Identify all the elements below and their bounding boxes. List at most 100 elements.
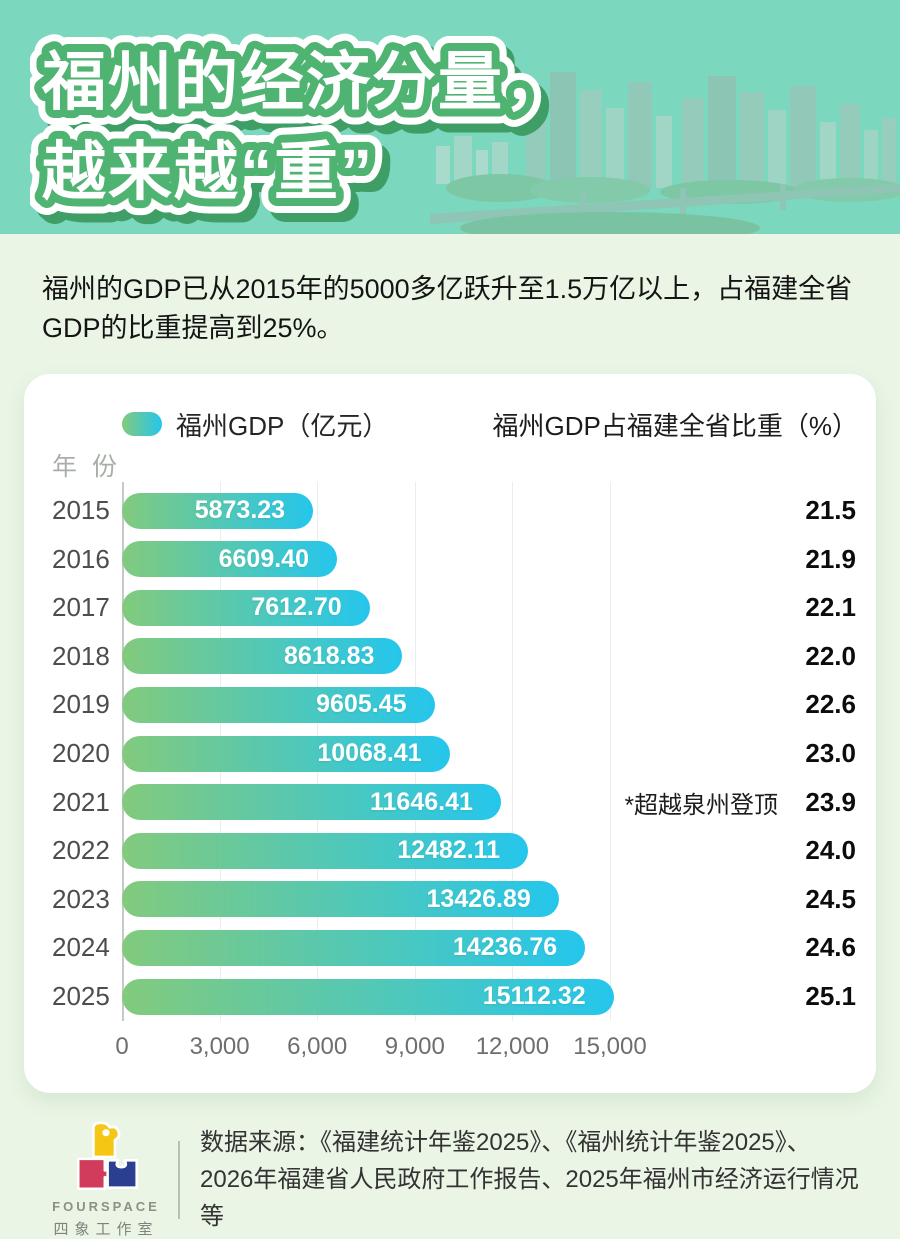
gdp-bar: 15112.32 [122, 978, 614, 1015]
year-label: 2021 [52, 786, 110, 817]
title-shadow-line2: 越来越“重” [50, 145, 382, 217]
bar-track: 11646.41 [122, 784, 622, 821]
chart-row: 2020 10068.41 23.0 [52, 729, 860, 778]
page-title: 福州的经济分量， 越来越“重” 福州的经济分量， 越来越“重” 福州的经济分量，… [30, 31, 591, 232]
gdp-value-label: 7612.70 [251, 593, 342, 622]
chart-row: 2018 8618.83 22.0 [52, 632, 860, 681]
row-right: 21.9 [622, 544, 860, 575]
year-label: 2024 [52, 932, 110, 963]
chart-header-row: 福州GDP（亿元） 福州GDP占福建全省比重（%） [52, 406, 860, 443]
bar-track: 10068.41 [122, 735, 622, 772]
pct-value-label: 21.9 [805, 543, 856, 574]
footer-divider [178, 1140, 180, 1219]
row-right: 21.5 [622, 495, 860, 526]
secondary-axis-header: 福州GDP占福建全省比重（%） [492, 410, 858, 441]
row-right: 22.6 [622, 689, 860, 720]
header-banner: 福州的经济分量， 越来越“重” 福州的经济分量， 越来越“重” 福州的经济分量，… [0, 0, 900, 234]
gdp-bar: 9605.45 [122, 686, 435, 723]
gdp-value-label: 13426.89 [426, 884, 531, 913]
row-right: 23.0 [622, 738, 860, 769]
row-right: 24.0 [622, 835, 860, 866]
row-right: 22.1 [622, 592, 860, 623]
data-source-text: 数据来源：《福建统计年鉴2025》、《福州统计年鉴2025》、2026年福建省人… [200, 1129, 859, 1231]
chart-row: 2019 9605.45 22.6 [52, 681, 860, 730]
title-outline-line1: 福州的经济分量， [41, 46, 570, 118]
chart-row: 2025 15112.32 25.1 [52, 972, 860, 1021]
pct-value-label: 23.0 [805, 738, 856, 769]
bar-track: 8618.83 [122, 638, 622, 675]
title-plate-line2: 越来越“重” [42, 136, 374, 208]
chart-row: 2021 11646.41 *超越泉州登顶 23.9 [52, 778, 860, 827]
gdp-value-label: 12482.11 [397, 836, 501, 865]
pct-value-label: 24.0 [805, 835, 856, 866]
x-axis: 0 3,000 6,000 9,000 12,000 15,000 [115, 1021, 860, 1063]
chart-row: 2024 14236.76 24.6 [52, 924, 860, 973]
gdp-bar: 8618.83 [122, 638, 403, 675]
pct-value-label: 22.1 [805, 592, 856, 623]
year-label: 2018 [52, 640, 110, 671]
year-label: 2020 [52, 738, 110, 769]
gdp-value-label: 5873.23 [194, 496, 286, 525]
x-tick-label: 12,000 [475, 1032, 550, 1060]
gdp-bar: 7612.70 [122, 589, 370, 626]
bar-track: 5873.23 [122, 492, 622, 529]
gdp-value-label: 14236.76 [452, 933, 558, 962]
pct-value-label: 22.0 [805, 640, 856, 671]
gdp-value-label: 11646.41 [369, 787, 473, 816]
x-tick-label: 0 [115, 1032, 129, 1060]
brand-name: FOURSPACE [52, 1198, 160, 1214]
gdp-value-label: 10068.41 [317, 739, 422, 768]
chart-plot: 2015 5873.23 21.5 2016 6609.40 21.9 2017… [52, 482, 860, 1021]
gdp-value-label: 6609.40 [218, 544, 309, 573]
legend-swatch-icon [122, 412, 162, 437]
x-tick-label: 3,000 [189, 1032, 250, 1060]
pct-value-label: 24.5 [805, 883, 856, 914]
chart-row: 2016 6609.40 21.9 [52, 535, 860, 584]
gdp-value-label: 9605.45 [316, 690, 407, 719]
pct-value-label: 23.9 [805, 786, 856, 817]
row-right: *超越泉州登顶 23.9 [622, 785, 860, 820]
gdp-bar: 6609.40 [122, 541, 337, 578]
gridline [610, 482, 611, 1021]
chart-card: 福州GDP（亿元） 福州GDP占福建全省比重（%） 年 份 2015 5873.… [24, 374, 876, 1093]
gdp-value-label: 15112.32 [482, 982, 586, 1011]
gdp-bar: 11646.41 [122, 784, 501, 821]
row-right: 24.6 [622, 932, 860, 963]
pct-value-label: 25.1 [805, 981, 856, 1012]
chart-row: 2017 7612.70 22.1 [52, 583, 860, 632]
bar-track: 13426.89 [122, 881, 622, 918]
footer: FOURSPACE 四象工作室 数据来源：《福建统计年鉴2025》、《福州统计年… [0, 1093, 900, 1239]
row-right: 22.0 [622, 641, 860, 672]
gdp-value-label: 8618.83 [284, 641, 375, 670]
legend: 福州GDP（亿元） [122, 406, 388, 443]
gdp-bar: 14236.76 [122, 929, 586, 966]
year-label: 2016 [52, 543, 110, 574]
x-tick-label: 9,000 [384, 1032, 445, 1060]
gdp-bar: 10068.41 [122, 735, 450, 772]
year-label: 2017 [52, 592, 110, 623]
pct-value-label: 22.6 [805, 689, 856, 720]
chart-rows: 2015 5873.23 21.5 2016 6609.40 21.9 2017… [52, 486, 860, 1021]
bar-track: 14236.76 [122, 929, 622, 966]
year-label: 2025 [52, 981, 110, 1012]
gdp-bar: 5873.23 [122, 492, 314, 529]
intro-paragraph: 福州的GDP已从2015年的5000多亿跃升至1.5万亿以上，占福建全省GDP的… [42, 274, 853, 344]
bar-track: 7612.70 [122, 589, 622, 626]
pct-value-label: 24.6 [805, 932, 856, 963]
bar-track: 12482.11 [122, 832, 622, 869]
bar-track: 15112.32 [122, 978, 622, 1015]
year-label: 2019 [52, 689, 110, 720]
brand-block: FOURSPACE 四象工作室 [52, 1121, 160, 1239]
fourspace-logo-icon [77, 1121, 138, 1190]
legend-label: 福州GDP（亿元） [176, 410, 389, 441]
x-tick-label: 15,000 [573, 1032, 647, 1060]
brand-subname: 四象工作室 [53, 1220, 159, 1238]
title-text-line1: 福州的经济分量， [41, 46, 570, 118]
row-right: 25.1 [622, 981, 860, 1012]
chart-row: 2023 13426.89 24.5 [52, 875, 860, 924]
title-text-line2: 越来越“重” [42, 136, 374, 208]
bar-track: 6609.40 [122, 541, 622, 578]
gridline [512, 482, 514, 1021]
y-axis-title: 年 份 [52, 453, 121, 482]
